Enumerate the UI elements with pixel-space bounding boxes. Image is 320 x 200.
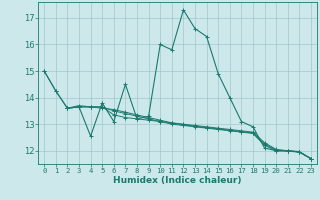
X-axis label: Humidex (Indice chaleur): Humidex (Indice chaleur)	[113, 176, 242, 185]
